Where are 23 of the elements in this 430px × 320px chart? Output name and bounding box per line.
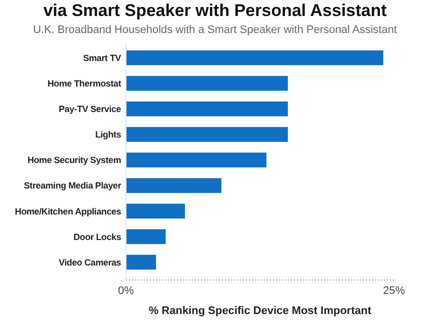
y-tick-label: Home Security System [27, 155, 122, 166]
bar [126, 101, 288, 116]
x-tick-label: 0% [118, 285, 134, 297]
y-tick-label: Home/Kitchen Appliances [14, 206, 122, 216]
bar [126, 127, 288, 142]
bar [126, 254, 156, 270]
bar [126, 178, 222, 193]
chart-title: via Smart Speaker with Personal Assistant [43, 1, 387, 20]
y-tick-label: Smart TV [83, 52, 122, 63]
x-tick-label: 25% [382, 285, 406, 297]
bar [126, 204, 185, 219]
y-tick-label: Video Cameras [58, 257, 122, 268]
y-tick-label: Lights [95, 130, 122, 140]
y-tick-label: Door Locks [73, 232, 122, 242]
bar [126, 152, 266, 168]
y-tick-label: Streaming Media Player [24, 180, 122, 191]
x-axis-title: % Ranking Specific Device Most Important [148, 305, 372, 317]
y-tick-label: Pay-TV Service [58, 104, 122, 114]
y-tick-label: Home Thermostat [47, 78, 122, 88]
bar [126, 76, 288, 91]
chart-subtitle: U.K. Broadband Households with a Smart Speaker with Personal Assistant [33, 24, 397, 36]
bar [126, 229, 166, 244]
bar [126, 50, 384, 66]
